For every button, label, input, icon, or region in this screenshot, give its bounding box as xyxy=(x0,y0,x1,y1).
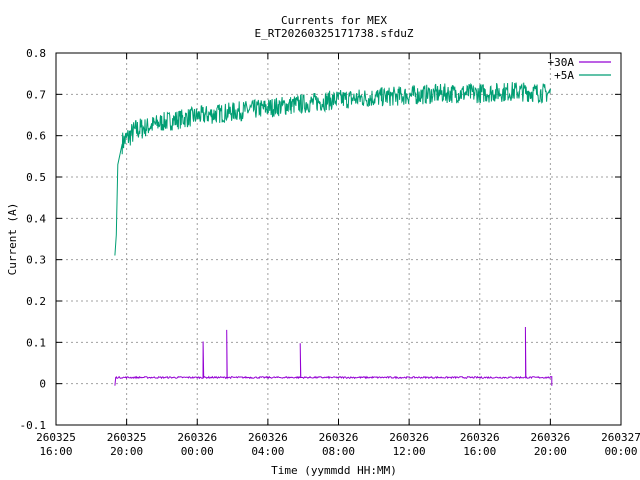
plot-frame xyxy=(55,52,622,426)
series-line-30a xyxy=(114,326,553,386)
x-tick-label-date: 260326 xyxy=(248,431,288,444)
chart-title: Currents for MEX xyxy=(281,14,387,27)
y-tick-labels: -0.1 0 0.1 0.2 0.3 0.4 0.5 0.6 0.7 0.8 xyxy=(20,47,47,432)
x-tick-label-date: 260326 xyxy=(389,431,429,444)
x-tick-label-time: 04:00 xyxy=(251,445,284,458)
x-tick-label-date: 260326 xyxy=(460,431,500,444)
y-tick-label: 0.1 xyxy=(26,336,46,349)
y-tick-label: 0.7 xyxy=(26,88,46,101)
y-tick-label: -0.1 xyxy=(20,419,47,432)
y-tick-label: 0.5 xyxy=(26,171,46,184)
x-tick-label-time: 20:00 xyxy=(110,445,143,458)
y-tick-label: 0.4 xyxy=(26,212,46,225)
x-tick-label-time: 00:00 xyxy=(181,445,214,458)
y-tick-label: 0.3 xyxy=(26,254,46,267)
y-tick-label: 0 xyxy=(39,378,46,391)
x-tick-label-time: 16:00 xyxy=(463,445,496,458)
legend: +30A +5A xyxy=(548,56,611,82)
x-tick-label-time: 16:00 xyxy=(39,445,72,458)
series-lines xyxy=(114,82,553,386)
y-tick-label: 0.6 xyxy=(26,130,46,143)
x-tick-label-time: 00:00 xyxy=(604,445,637,458)
x-tick-label-date: 260327 xyxy=(601,431,640,444)
y-tick-label: 0.8 xyxy=(26,47,46,60)
x-tick-label-time: 20:00 xyxy=(534,445,567,458)
grid-lines xyxy=(55,52,622,426)
x-tick-label-time: 08:00 xyxy=(322,445,355,458)
x-tick-labels: 26032516:0026032520:0026032600:002603260… xyxy=(36,431,640,458)
x-tick-label-time: 12:00 xyxy=(393,445,426,458)
x-tick-label-date: 260325 xyxy=(36,431,76,444)
x-tick-label-date: 260326 xyxy=(177,431,217,444)
chart-subtitle: E_RT20260325171738.sfduZ xyxy=(255,27,414,40)
y-axis-label: Current (A) xyxy=(6,203,19,276)
y-tick-label: 0.2 xyxy=(26,295,46,308)
legend-label-5a: +5A xyxy=(554,69,574,82)
legend-label-30a: +30A xyxy=(548,56,575,69)
x-axis-label: Time (yymmdd HH:MM) xyxy=(271,464,397,477)
series-line-5a xyxy=(114,82,551,256)
x-tick-label-date: 260326 xyxy=(319,431,359,444)
x-tick-label-date: 260326 xyxy=(531,431,571,444)
x-tick-label-date: 260325 xyxy=(107,431,147,444)
